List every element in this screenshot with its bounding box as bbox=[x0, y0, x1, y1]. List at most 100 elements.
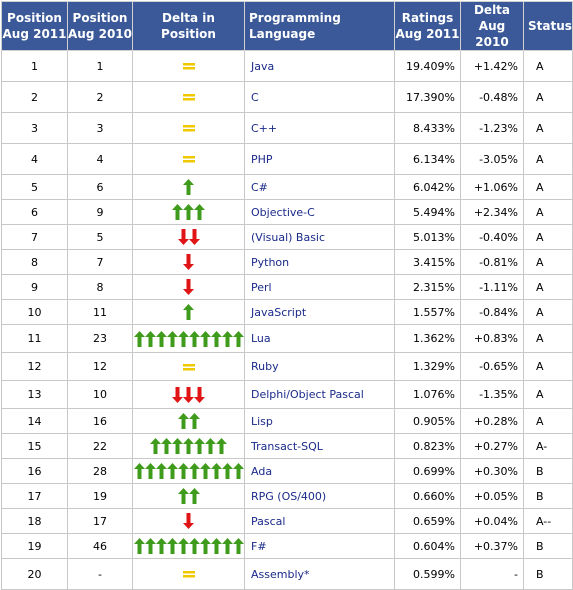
up-arrow-icon bbox=[150, 438, 161, 454]
rating-cell: 5.494% bbox=[394, 199, 461, 225]
status-cell: A bbox=[523, 352, 573, 381]
position-2010-cell: 46 bbox=[67, 533, 133, 559]
up-arrow-icon bbox=[155, 463, 167, 479]
status-cell: B bbox=[523, 533, 573, 559]
language-cell: Python bbox=[244, 249, 395, 275]
position-2010-cell: 6 bbox=[67, 174, 133, 200]
down-arrow-icon bbox=[172, 386, 183, 403]
position-2011-cell: 5 bbox=[1, 174, 68, 200]
delta-position-cell bbox=[132, 199, 245, 225]
position-2011-cell: 18 bbox=[1, 508, 68, 534]
delta-2010-cell: +0.27% bbox=[460, 433, 524, 459]
language-cell: (Visual) Basic bbox=[244, 224, 395, 250]
language-cell: Lisp bbox=[244, 408, 395, 434]
position-2011-cell: 2 bbox=[1, 81, 68, 113]
down-arrow-icon bbox=[183, 386, 194, 403]
status-cell: A bbox=[523, 224, 573, 250]
status-cell: B bbox=[523, 558, 573, 590]
position-2011-cell: 11 bbox=[1, 324, 68, 353]
language-cell: C bbox=[244, 81, 395, 113]
delta-position-cell bbox=[132, 143, 245, 175]
delta-position-cell bbox=[132, 433, 245, 459]
table-row: 17 19 RPG (OS/400) 0.660% +0.05% B bbox=[1, 483, 573, 509]
table-row: 12 12 Ruby 1.329% -0.65% A bbox=[1, 352, 573, 381]
up-arrow-icon bbox=[199, 330, 211, 347]
table-row: 4 4 PHP 6.134% -3.05% A bbox=[1, 143, 573, 175]
language-cell: RPG (OS/400) bbox=[244, 483, 395, 509]
table-row: 16 28 Ada 0.699% +0.30% B bbox=[1, 458, 573, 484]
delta-position-cell bbox=[132, 224, 245, 250]
table-header-row: Position Aug 2011 Position Aug 2010 Delta … bbox=[1, 1, 573, 51]
position-2011-cell: 16 bbox=[1, 458, 68, 484]
position-2010-cell: 9 bbox=[67, 199, 133, 225]
rating-cell: 1.329% bbox=[394, 352, 461, 381]
equal-sign-icon bbox=[182, 567, 195, 580]
delta-position-cell bbox=[132, 508, 245, 534]
status-cell: A bbox=[523, 112, 573, 144]
position-2010-cell: 1 bbox=[67, 50, 133, 82]
equal-sign-icon bbox=[182, 90, 195, 103]
status-cell: A bbox=[523, 408, 573, 434]
language-cell: Assembly* bbox=[244, 558, 395, 590]
up-arrow-icon bbox=[144, 463, 156, 479]
rating-cell: 6.042% bbox=[394, 174, 461, 200]
table-row: 6 9 Objective-C 5.494% +2.34% A bbox=[1, 199, 573, 225]
up-arrow-icon bbox=[183, 179, 194, 195]
language-cell: Transact-SQL bbox=[244, 433, 395, 459]
position-2010-cell: 10 bbox=[67, 380, 133, 409]
rating-cell: 8.433% bbox=[394, 112, 461, 144]
rating-cell: 0.659% bbox=[394, 508, 461, 534]
delta-position-cell bbox=[132, 81, 245, 113]
rating-cell: 17.390% bbox=[394, 81, 461, 113]
status-cell: B bbox=[523, 458, 573, 484]
delta-position-cell bbox=[132, 274, 245, 300]
delta-2010-cell: +0.30% bbox=[460, 458, 524, 484]
status-cell: A bbox=[523, 50, 573, 82]
language-cell: C# bbox=[244, 174, 395, 200]
down-arrow-icon bbox=[183, 513, 194, 529]
language-cell: Delphi/Object Pascal bbox=[244, 380, 395, 409]
position-2010-cell: 8 bbox=[67, 274, 133, 300]
position-2011-cell: 15 bbox=[1, 433, 68, 459]
position-2010-cell: 2 bbox=[67, 81, 133, 113]
position-2011-cell: 7 bbox=[1, 224, 68, 250]
table-row: 20- Assembly* 0.599% - B bbox=[1, 558, 573, 590]
rating-cell: 2.315% bbox=[394, 274, 461, 300]
header-status: Status bbox=[523, 1, 573, 51]
up-arrow-icon bbox=[232, 538, 244, 554]
up-arrow-icon bbox=[199, 538, 211, 554]
table-row: 18 17 Pascal 0.659% +0.04% A-- bbox=[1, 508, 573, 534]
up-arrow-icon bbox=[194, 438, 205, 454]
table-row: 9 8 Perl 2.315% -1.11% A bbox=[1, 274, 573, 300]
up-arrow-icon bbox=[133, 538, 145, 554]
up-arrow-icon bbox=[166, 330, 178, 347]
up-arrow-icon bbox=[188, 488, 200, 504]
equal-sign-icon bbox=[182, 59, 195, 72]
up-arrow-icon bbox=[172, 438, 183, 454]
up-arrow-icon bbox=[144, 538, 156, 554]
delta-position-cell bbox=[132, 299, 245, 325]
up-arrow-icon bbox=[155, 330, 167, 347]
position-2010-cell: 22 bbox=[67, 433, 133, 459]
rating-cell: 0.699% bbox=[394, 458, 461, 484]
position-2011-cell: 6 bbox=[1, 199, 68, 225]
status-cell: A bbox=[523, 81, 573, 113]
up-arrow-icon bbox=[177, 330, 189, 347]
up-arrow-icon bbox=[166, 463, 178, 479]
equal-sign-icon bbox=[182, 121, 195, 134]
language-cell: Pascal bbox=[244, 508, 395, 534]
delta-position-cell bbox=[132, 558, 245, 590]
delta-2010-cell: +1.06% bbox=[460, 174, 524, 200]
position-2011-cell: 12 bbox=[1, 352, 68, 381]
position-2010-cell: 4 bbox=[67, 143, 133, 175]
header-language: Programming Language bbox=[244, 1, 395, 51]
up-arrow-icon bbox=[221, 330, 233, 347]
delta-2010-cell: +0.37% bbox=[460, 533, 524, 559]
language-cell: JavaScript bbox=[244, 299, 395, 325]
header-position-2010: Position Aug 2010 bbox=[67, 1, 133, 51]
table-row: 2 2 C 17.390% -0.48% A bbox=[1, 81, 573, 113]
rating-cell: 6.134% bbox=[394, 143, 461, 175]
delta-position-cell bbox=[132, 174, 245, 200]
rating-cell: 0.905% bbox=[394, 408, 461, 434]
up-arrow-icon bbox=[177, 538, 189, 554]
